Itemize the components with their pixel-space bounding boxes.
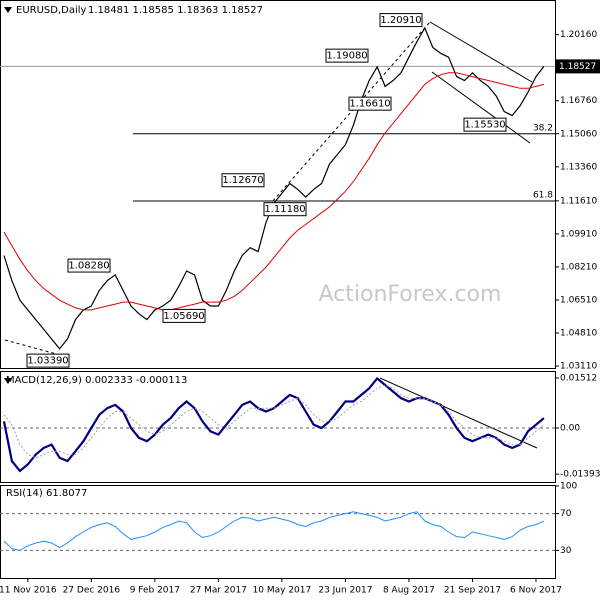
x-tick-label: 11 Nov 2016 xyxy=(0,586,57,596)
y-tick-label: 1.15060 xyxy=(560,129,597,139)
x-tick-label: 27 Dec 2016 xyxy=(63,586,121,596)
annotation-box xyxy=(26,353,70,368)
annotation-box xyxy=(463,117,507,132)
annotation-box xyxy=(67,258,111,273)
watermark: ActionForex.com xyxy=(319,282,502,307)
series-line xyxy=(3,511,545,551)
annotation-label: 1.11180 xyxy=(264,204,305,215)
annotation-box xyxy=(221,173,265,188)
x-tick-label: 9 Feb 2017 xyxy=(130,586,180,596)
annotation-box xyxy=(348,96,392,111)
y-tick-label: 1.04810 xyxy=(560,329,597,339)
x-tick-label: 21 Sep 2017 xyxy=(444,586,501,596)
y-tick-label: 0.00 xyxy=(560,424,580,434)
y-tick-label: 30 xyxy=(560,546,572,556)
x-tick-label: 27 Mar 2017 xyxy=(190,586,247,596)
series-line xyxy=(3,384,545,459)
y-tick-label: 1.11610 xyxy=(560,196,597,206)
y-tick-label: 1.08210 xyxy=(560,262,597,272)
annotation-label: 1.19080 xyxy=(326,51,367,62)
y-tick-label: 100 xyxy=(560,482,577,492)
series-line xyxy=(3,72,545,311)
annotation-label: 1.08280 xyxy=(68,261,109,272)
annotation-box xyxy=(162,308,206,323)
chart-subtitle: 1.18481 1.18585 1.18363 1.18527 xyxy=(88,5,263,16)
annotation-label: 1.03390 xyxy=(27,356,68,367)
fib-label: 61.8 xyxy=(533,191,553,201)
last-price-box xyxy=(556,59,600,74)
macd-trend-line xyxy=(379,377,538,449)
header-arrow xyxy=(4,378,12,384)
annotation-label: 1.12670 xyxy=(222,175,263,186)
annotation-label: 1.20910 xyxy=(380,15,421,26)
y-tick-label: 1.20160 xyxy=(560,30,597,40)
channel-line xyxy=(429,21,533,83)
annotation-label: 1.05690 xyxy=(163,311,204,322)
y-tick-label: -0.013938 xyxy=(560,470,600,480)
x-tick-label: 10 May 2017 xyxy=(253,586,312,596)
x-tick-label: 23 Jun 2017 xyxy=(318,586,372,596)
y-tick-label: 1.16760 xyxy=(560,96,597,106)
y-tick-label: 1.09910 xyxy=(560,229,597,239)
macd-frame xyxy=(0,371,556,483)
annotation-box xyxy=(263,202,307,217)
annotation-label: 1.15530 xyxy=(464,120,505,131)
trend-line xyxy=(4,339,61,356)
annotation-box xyxy=(325,48,369,63)
x-tick-label: 6 Nov 2017 xyxy=(510,586,562,596)
main-frame xyxy=(0,0,556,369)
fib-label: 38.2 xyxy=(533,123,553,133)
rsi-frame xyxy=(0,485,556,579)
header-arrow xyxy=(4,7,12,13)
annotation-label: 1.16610 xyxy=(349,99,390,110)
y-tick-label: 0.01512 xyxy=(560,373,597,383)
rsi-title: RSI(14) 61.8077 xyxy=(6,488,87,499)
channel-line xyxy=(431,71,531,144)
y-tick-label: 1.13360 xyxy=(560,162,597,172)
annotation-box xyxy=(379,13,423,28)
series-line xyxy=(2,376,545,473)
y-tick-label: 70 xyxy=(560,509,572,519)
last-price-label: 1.18527 xyxy=(559,62,596,72)
x-tick-label: 8 Aug 2017 xyxy=(383,586,435,596)
y-tick-label: 1.03110 xyxy=(560,362,597,372)
chart-title: EURUSD,Daily xyxy=(16,5,87,16)
y-tick-label: 1.06510 xyxy=(560,295,597,305)
macd-title: MACD(12,26,9) 0.002333 -0.000113 xyxy=(6,375,187,386)
